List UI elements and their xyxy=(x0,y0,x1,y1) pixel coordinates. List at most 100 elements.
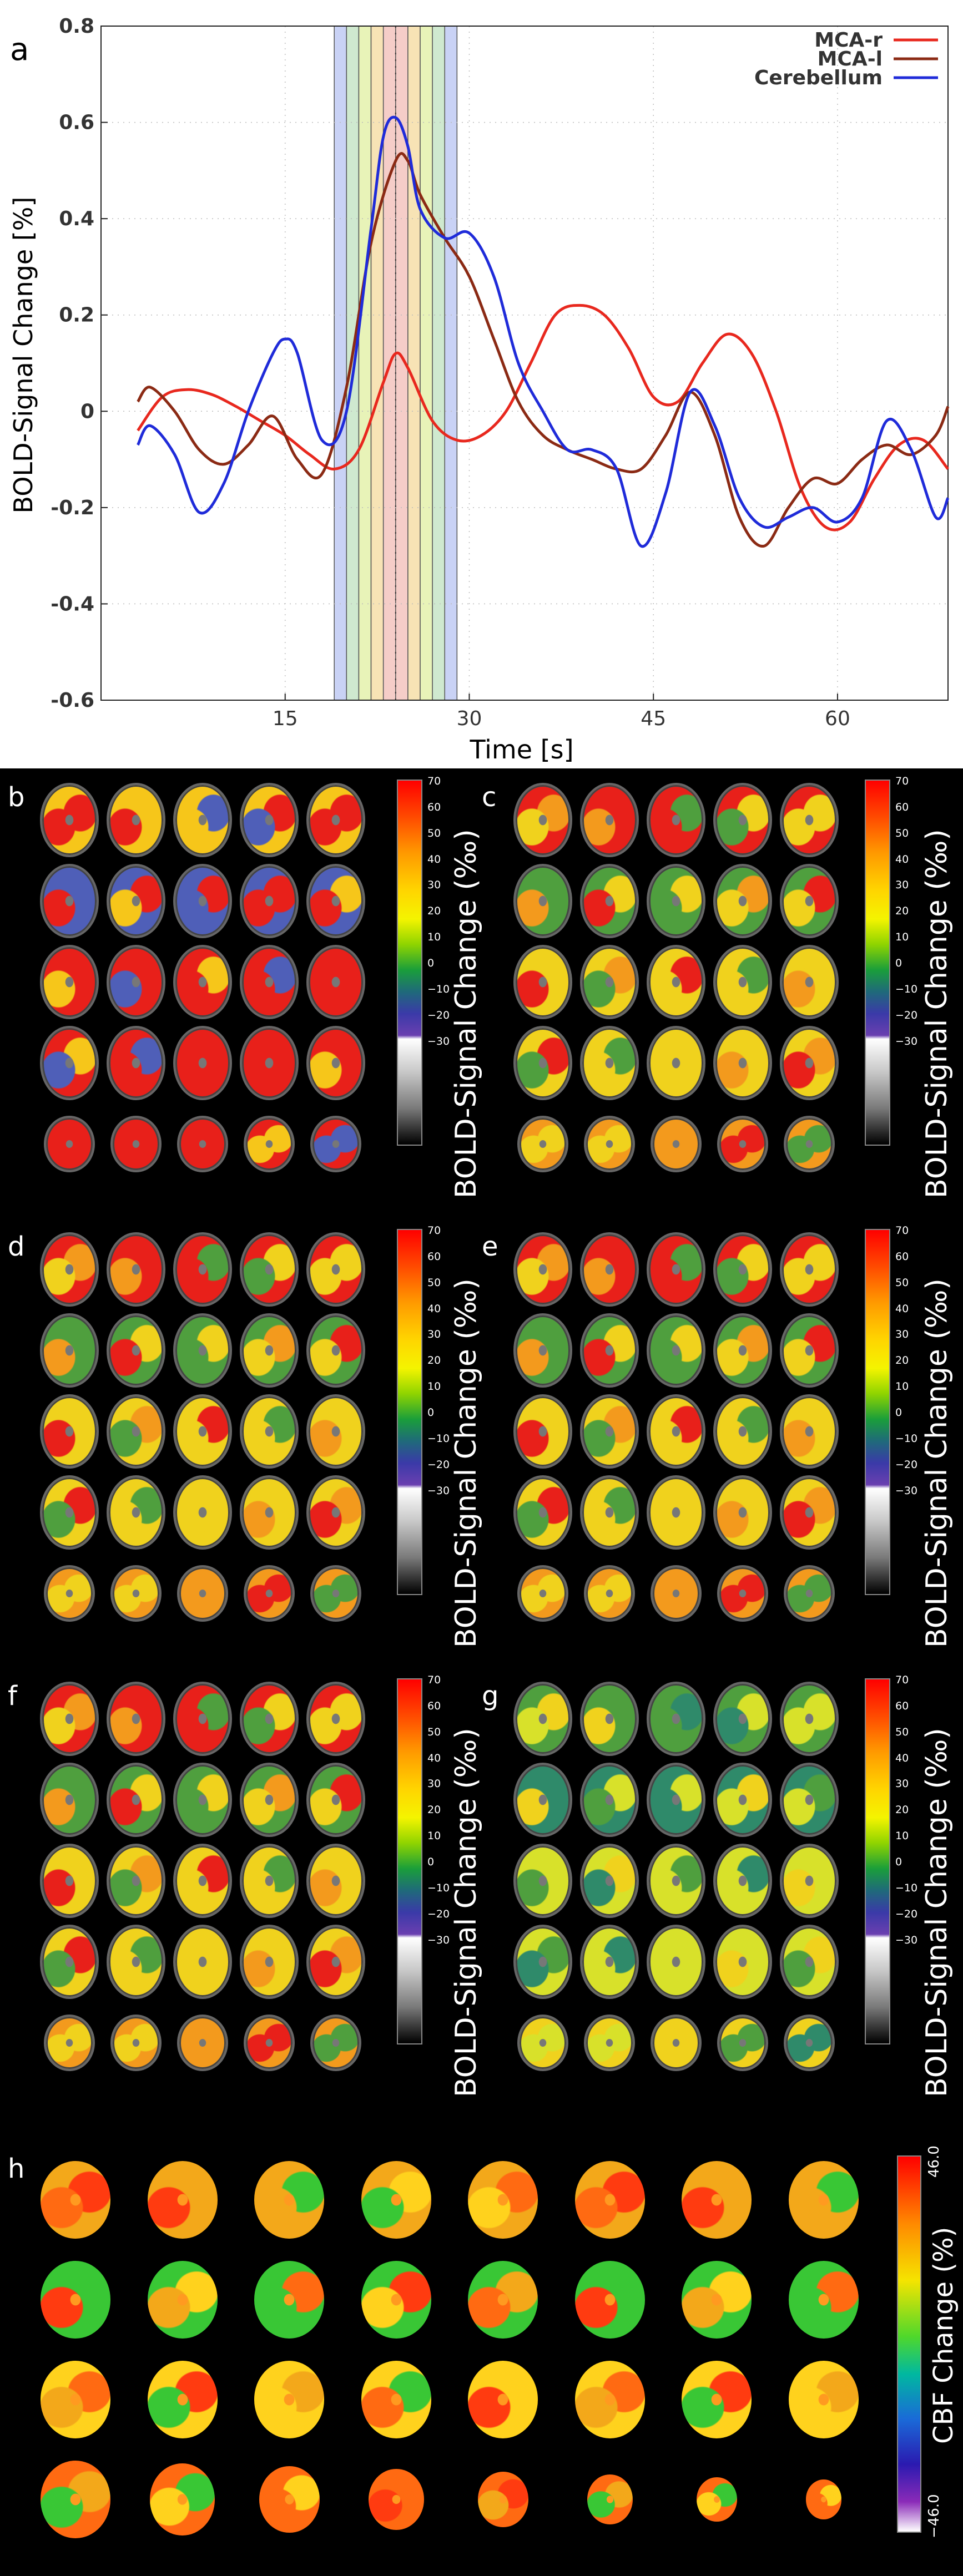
brain-slice xyxy=(682,2261,752,2339)
brain-slice xyxy=(715,1846,770,1916)
brain-slice xyxy=(254,2161,325,2239)
brain-slice-grid xyxy=(510,1229,843,1634)
brain-slice xyxy=(246,1567,293,1620)
brain-slice xyxy=(108,866,164,936)
brain-slice xyxy=(308,785,364,855)
brain-slice xyxy=(582,1927,637,1997)
brain-slice xyxy=(719,1117,766,1171)
brain-slice xyxy=(42,866,97,936)
brain-slice xyxy=(254,2261,325,2339)
chart-series xyxy=(137,115,950,548)
brain-slice xyxy=(108,1927,164,1997)
brain-slice xyxy=(42,1684,97,1754)
brain-slice xyxy=(246,1117,293,1171)
brain-slice xyxy=(719,2016,766,2069)
brain-slice xyxy=(715,1234,770,1304)
colorbar-tick-label: 60 xyxy=(427,1250,441,1263)
panel-f-letter: f xyxy=(8,1681,17,1712)
stimulus-band xyxy=(407,26,421,701)
x-tick-label: 60 xyxy=(825,707,850,730)
brain-slice xyxy=(682,2161,752,2239)
colorbar-tick-label: 50 xyxy=(427,1725,441,1738)
colorbar-title: BOLD-Signal Change (‰) xyxy=(920,1728,954,2097)
brain-slice xyxy=(805,2479,841,2519)
brain-slice xyxy=(515,1396,571,1466)
brain-slice xyxy=(648,1234,704,1304)
cbf-colorbar xyxy=(897,2155,921,2533)
brain-slice xyxy=(715,785,770,855)
panel-b-letter: b xyxy=(8,782,25,813)
colorbar-tick-label: 50 xyxy=(427,1276,441,1289)
brain-slice xyxy=(147,2361,218,2438)
brain-slice xyxy=(515,1234,571,1304)
brain-slice xyxy=(786,1567,833,1620)
brain-slice xyxy=(42,1765,97,1835)
colorbar-tick-label: 0 xyxy=(427,957,435,970)
brain-slice xyxy=(782,1927,837,1997)
colorbar-tick-label: 60 xyxy=(895,1250,909,1263)
colorbar-tick-label: 10 xyxy=(895,1830,909,1843)
colorbar-tick-label: 30 xyxy=(895,879,909,892)
brain-slice xyxy=(308,866,364,936)
brain-slice xyxy=(715,866,770,936)
brain-slice xyxy=(108,1684,164,1754)
brain-slice xyxy=(520,1567,566,1620)
brain-slice xyxy=(648,1765,704,1835)
brain-slice xyxy=(108,1315,164,1385)
brain-slice xyxy=(648,1927,704,1997)
bold-colorbar xyxy=(865,780,890,1146)
brain-slice xyxy=(788,2361,859,2438)
brain-slice xyxy=(108,1846,164,1916)
brain-maps-area: b 70 60 50 40 30 20 10 0 −10 −20 −30 BOLD-Signal C… xyxy=(0,768,963,2576)
colorbar-tick-label: −20 xyxy=(427,1009,450,1021)
chart-svg: 15 30 45 60 0.8 0.6 0.4 0.2 0 -0.2 -0.4 -0.6 MCA-rM… xyxy=(8,15,950,765)
stimulus-bands xyxy=(334,26,458,701)
brain-slice xyxy=(648,1315,704,1385)
bold-colorbar xyxy=(397,780,422,1146)
brain-slice xyxy=(582,1315,637,1385)
colorbar-tick-label: −30 xyxy=(427,1934,450,1946)
brain-slice xyxy=(147,2261,218,2339)
colorbar-tick-label: 0 xyxy=(895,1856,903,1869)
cbf-slice-grid xyxy=(22,2150,877,2549)
brain-slice xyxy=(308,1684,364,1754)
brain-slice-grid xyxy=(36,1229,369,1634)
legend-label: Cerebellum xyxy=(754,67,883,89)
brain-slice xyxy=(113,2016,159,2069)
brain-slice xyxy=(582,1234,637,1304)
brain-slice xyxy=(468,2161,538,2239)
colorbar-title: BOLD-Signal Change (‰) xyxy=(450,1278,483,1648)
cbf-colorbar-title: CBF Change (%) xyxy=(928,2226,959,2444)
chart-grid xyxy=(101,26,948,701)
colorbar-tick-label: 30 xyxy=(427,1778,441,1790)
brain-slice xyxy=(308,1927,364,1997)
brain-slice-grid xyxy=(510,1678,843,2083)
colorbar-tick-label: 70 xyxy=(895,1674,909,1686)
brain-slice xyxy=(782,1765,837,1835)
brain-slice xyxy=(782,785,837,855)
colorbar-tick-label: 10 xyxy=(895,931,909,944)
brain-slice xyxy=(179,1117,226,1171)
brain-slice xyxy=(653,1567,699,1620)
y-tick-label: -0.6 xyxy=(51,689,94,712)
colorbar-tick-label: −10 xyxy=(427,1432,450,1445)
brain-slice xyxy=(41,2261,111,2339)
panel-f: f 70 60 50 40 30 20 10 0 −10 −20 −30 BOLD-Signal C… xyxy=(0,1667,483,2097)
brain-slice xyxy=(715,1477,770,1547)
brain-slice xyxy=(477,2471,528,2528)
brain-slice xyxy=(42,1477,97,1547)
brain-slice xyxy=(150,2463,215,2535)
brain-slice xyxy=(312,1117,359,1171)
colorbar-tick-label: 0 xyxy=(895,1406,903,1419)
brain-slice xyxy=(46,1567,93,1620)
stimulus-band xyxy=(420,26,433,701)
brain-slice xyxy=(587,2474,633,2525)
brain-slice xyxy=(241,1234,297,1304)
panel-d-letter: d xyxy=(8,1231,25,1262)
brain-slice xyxy=(254,2361,325,2438)
colorbar-tick-label: 70 xyxy=(895,1224,909,1237)
legend-label: MCA-l xyxy=(818,48,883,70)
colorbar-tick-label: −10 xyxy=(895,1432,918,1445)
colorbar-title: BOLD-Signal Change (‰) xyxy=(920,829,954,1198)
